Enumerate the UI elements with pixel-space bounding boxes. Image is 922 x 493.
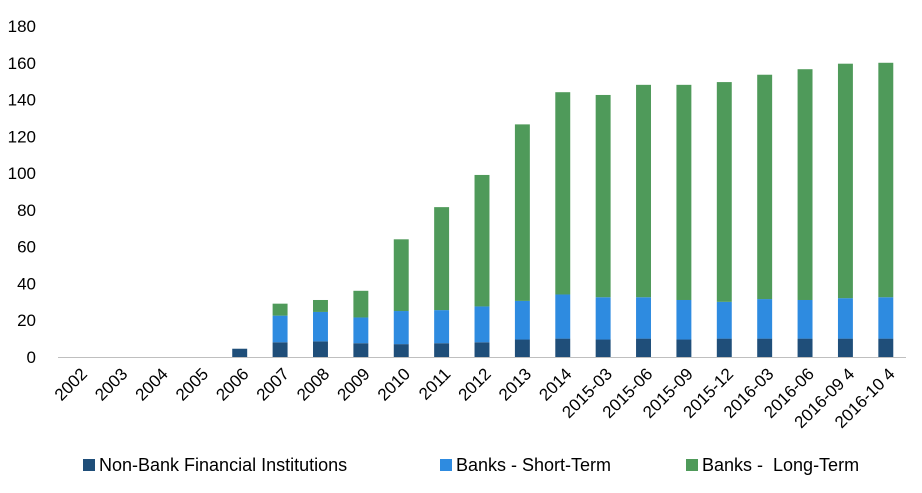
bar-segment-series-2-2016-10 bbox=[878, 62, 894, 298]
legend-swatch bbox=[83, 459, 95, 471]
bar-segment-series-0-2006 bbox=[232, 348, 248, 357]
bar-segment-series-0-2008 bbox=[313, 341, 328, 357]
legend-label: Banks - Long-Term bbox=[702, 455, 859, 475]
legend-label: Non-Bank Financial Institutions bbox=[99, 455, 347, 475]
y-tick-label: 40 bbox=[17, 274, 36, 293]
bar-segment-series-1-2015-06 bbox=[636, 297, 651, 339]
x-tick-label: 2012 bbox=[455, 364, 495, 404]
bar-segment-series-1-2014 bbox=[555, 294, 571, 339]
y-tick-label: 140 bbox=[8, 91, 36, 110]
bar-segment-series-1-2009 bbox=[353, 317, 369, 344]
bar-segment-series-2-2016-03 bbox=[757, 74, 773, 300]
bar-segment-series-1-2015-12 bbox=[716, 301, 732, 339]
x-tick-label: 2007 bbox=[253, 364, 293, 404]
bar-segment-series-0-2015-09 bbox=[676, 339, 692, 357]
y-tick-label: 100 bbox=[8, 164, 36, 183]
bar-segment-series-0-2015-03 bbox=[595, 339, 611, 357]
bar-segment-series-0-2014 bbox=[555, 338, 571, 357]
bar-segment-series-1-2011 bbox=[434, 310, 450, 344]
bar-segment-series-0-2016-09 bbox=[837, 338, 853, 357]
bar-segment-series-1-2007 bbox=[272, 315, 288, 343]
bar-segment-series-1-2016-10 bbox=[878, 297, 894, 339]
bar-segment-series-2-2007 bbox=[272, 303, 288, 316]
bar-segment-series-0-2016-06 bbox=[797, 338, 813, 357]
bar-segment-series-2-2010 bbox=[393, 239, 409, 312]
bar-segment-series-0-2011 bbox=[434, 343, 450, 357]
bar-segment-series-1-2016-09 bbox=[837, 298, 853, 339]
bar-segment-series-0-2009 bbox=[353, 343, 369, 357]
x-tick-label: 2013 bbox=[495, 364, 535, 404]
y-tick-label: 120 bbox=[8, 127, 36, 146]
bar-segment-series-0-2012 bbox=[474, 342, 490, 357]
y-axis-ticks: 0 20 40 60 80 100 120 140 160 180 bbox=[8, 17, 36, 367]
x-tick-label: 2006 bbox=[212, 364, 252, 404]
bars bbox=[232, 62, 894, 357]
bar-segment-series-2-2014 bbox=[555, 92, 571, 295]
x-tick-label: 2009 bbox=[334, 364, 374, 404]
x-tick-label: 2003 bbox=[91, 364, 131, 404]
x-tick-label: 2011 bbox=[415, 364, 454, 403]
bar-segment-series-1-2013 bbox=[514, 300, 530, 340]
legend: Non-Bank Financial Institutions Banks - S… bbox=[83, 455, 859, 475]
x-tick-label: 2004 bbox=[132, 364, 172, 404]
bar-segment-series-2-2016-06 bbox=[797, 69, 813, 300]
y-tick-label: 20 bbox=[17, 311, 36, 330]
bar-segment-series-0-2015-12 bbox=[716, 338, 732, 357]
legend-swatch bbox=[686, 459, 698, 471]
y-tick-label: 160 bbox=[8, 54, 36, 73]
y-tick-label: 180 bbox=[8, 17, 36, 36]
bar-segment-series-2-2015-12 bbox=[716, 82, 732, 302]
y-tick-label: 80 bbox=[17, 201, 36, 220]
bar-segment-series-2-2015-09 bbox=[676, 84, 692, 300]
bar-segment-series-2-2008 bbox=[313, 299, 328, 312]
bar-segment-series-0-2010 bbox=[393, 344, 409, 357]
bar-segment-series-2-2009 bbox=[353, 290, 369, 318]
bar-segment-series-1-2010 bbox=[393, 311, 409, 345]
bar-segment-series-0-2007 bbox=[272, 342, 288, 357]
legend-label: Banks - Short-Term bbox=[456, 455, 611, 475]
bar-segment-series-0-2013 bbox=[514, 339, 530, 357]
y-tick-label: 60 bbox=[17, 238, 36, 257]
bar-segment-series-0-2015-06 bbox=[636, 338, 651, 357]
bar-segment-series-1-2016-03 bbox=[757, 299, 773, 339]
bar-segment-series-0-2016-10 bbox=[878, 338, 894, 357]
x-tick-label: 2008 bbox=[293, 364, 333, 404]
bar-segment-series-0-2016-03 bbox=[757, 338, 773, 357]
x-axis-ticks: 2002 2003 2004 2005 2006 2007 2008 2009 2010 2011… bbox=[51, 364, 899, 432]
bar-segment-series-1-2016-06 bbox=[797, 299, 813, 339]
bar-segment-series-2-2015-03 bbox=[595, 94, 611, 298]
x-tick-label: 2002 bbox=[51, 364, 91, 404]
bar-segment-series-2-2013 bbox=[514, 124, 530, 301]
bar-segment-series-1-2015-03 bbox=[595, 297, 611, 340]
bar-segment-series-2-2012 bbox=[474, 174, 490, 307]
y-tick-label: 0 bbox=[27, 348, 36, 367]
x-tick-label: 2005 bbox=[172, 364, 212, 404]
bar-segment-series-2-2011 bbox=[434, 207, 450, 311]
bar-segment-series-2-2015-06 bbox=[636, 84, 651, 298]
bar-segment-series-2-2016-09 bbox=[837, 63, 853, 299]
legend-swatch bbox=[440, 459, 452, 471]
bar-segment-series-1-2008 bbox=[313, 311, 328, 342]
x-tick-label: 2010 bbox=[374, 364, 414, 404]
bar-segment-series-1-2012 bbox=[474, 306, 490, 343]
bar-segment-series-1-2015-09 bbox=[676, 299, 692, 340]
